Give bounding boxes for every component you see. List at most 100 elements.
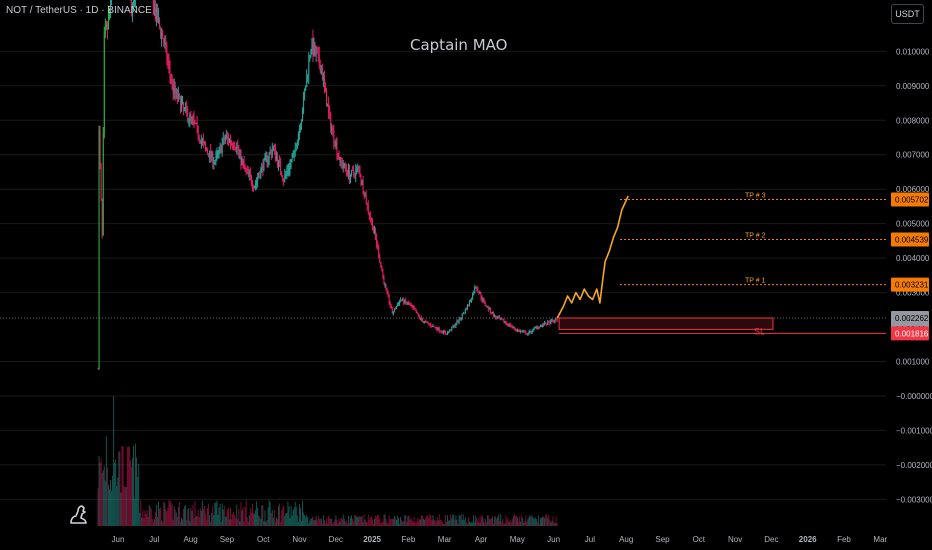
volume-bar — [384, 514, 386, 526]
candle-body — [169, 65, 171, 75]
volume-bar — [545, 515, 547, 526]
volume-bar — [500, 514, 502, 526]
time-tick-label: 2026 — [799, 535, 817, 544]
currency-button[interactable]: USDT — [891, 4, 924, 24]
volume-bar — [140, 500, 142, 526]
candle-body — [361, 180, 363, 182]
candle-body — [400, 299, 402, 302]
candle-body — [379, 256, 381, 262]
volume-bar — [268, 500, 270, 526]
candle-body — [244, 167, 246, 169]
volume-bar — [458, 514, 460, 526]
volume-bar — [243, 521, 245, 526]
take-profit-price-tag-box — [891, 232, 929, 247]
volume-bar — [464, 516, 466, 526]
candle-body — [502, 319, 504, 321]
volume-bar — [158, 501, 159, 526]
candle-body — [554, 319, 556, 323]
time-axis[interactable]: Jun Jul Aug Sep Oct Nov Dec 2025 Feb Mar Apr May Jun… — [112, 535, 888, 544]
volume-bar — [279, 503, 281, 526]
volume-bar — [265, 521, 267, 526]
volume-bar — [141, 517, 143, 526]
volume-bar — [523, 522, 525, 526]
volume-bar — [383, 515, 385, 526]
candle-body — [200, 140, 202, 144]
volume-bar — [195, 516, 197, 526]
volume-bar — [271, 509, 273, 526]
candle-body — [396, 306, 397, 310]
candle-body — [316, 52, 318, 54]
time-tick-label: Mar — [438, 535, 452, 544]
volume-bar — [411, 520, 413, 526]
candle-body — [214, 162, 216, 164]
take-profit-price-tag: 0.005702 — [895, 195, 929, 204]
volume-bar — [293, 507, 295, 526]
candle-body — [153, 8, 155, 14]
candle-body — [166, 45, 168, 61]
volume-bar — [99, 462, 101, 526]
time-tick-label: Apr — [475, 535, 488, 544]
volume-bar — [264, 510, 266, 526]
volume-bar — [257, 507, 259, 526]
volume-bar — [125, 486, 127, 526]
candle-body — [389, 302, 391, 307]
volume-bar — [489, 519, 491, 526]
candle-body — [450, 329, 452, 331]
volume-bar — [534, 517, 536, 526]
candle-body — [402, 298, 404, 301]
volume-bar — [270, 512, 272, 526]
volume-bar — [479, 522, 481, 526]
candle-body — [398, 304, 400, 306]
volume-bar — [249, 508, 251, 526]
volume-bar — [209, 514, 211, 526]
candle-body — [556, 320, 558, 322]
candle-body — [177, 94, 179, 99]
candle-body — [205, 144, 206, 148]
candle-body — [409, 304, 411, 306]
candle-body — [434, 327, 436, 329]
candle-body — [369, 216, 371, 220]
volume-bar — [414, 522, 416, 526]
volume-bar — [397, 515, 398, 526]
candle-body — [250, 176, 252, 184]
volume-bar — [530, 516, 532, 526]
candle-body — [204, 142, 205, 145]
volume-bar — [408, 515, 410, 526]
volume-bar — [524, 520, 526, 526]
volume-bar — [501, 521, 503, 526]
volume-bar — [313, 520, 315, 526]
candle-body — [247, 170, 249, 175]
volume-bar — [442, 523, 444, 526]
candle-body — [223, 138, 225, 141]
volume-bar — [363, 514, 365, 526]
volume-bar — [288, 506, 290, 526]
candle-body — [476, 287, 478, 290]
candle-body — [246, 170, 248, 172]
candle-body — [202, 140, 204, 143]
candle-body — [183, 102, 185, 109]
volume-bar — [188, 508, 190, 526]
stop-loss-price-tag-box — [891, 326, 929, 341]
volume-bar — [101, 472, 103, 526]
candle-body — [387, 291, 389, 296]
volume-bar — [258, 515, 260, 526]
candle-body — [489, 307, 491, 313]
candle-body — [270, 151, 272, 156]
candle-body — [393, 308, 395, 313]
candle-body — [444, 330, 445, 333]
volume-bar — [120, 492, 122, 526]
candle-body — [287, 170, 289, 172]
volume-bar — [142, 509, 144, 526]
candle-body — [524, 331, 526, 333]
candle-body — [432, 325, 434, 327]
volume-bar — [336, 519, 338, 526]
candle-body — [301, 120, 302, 127]
candle-body — [355, 169, 357, 177]
candle-body — [397, 304, 398, 307]
price-axis[interactable]: 0.010000 0.009000 0.008000 0.007000 0.006000… — [891, 47, 932, 504]
volume-bar — [100, 458, 102, 526]
candle-body — [213, 162, 215, 164]
volume-bar — [182, 519, 183, 526]
projection-path — [556, 195, 629, 319]
